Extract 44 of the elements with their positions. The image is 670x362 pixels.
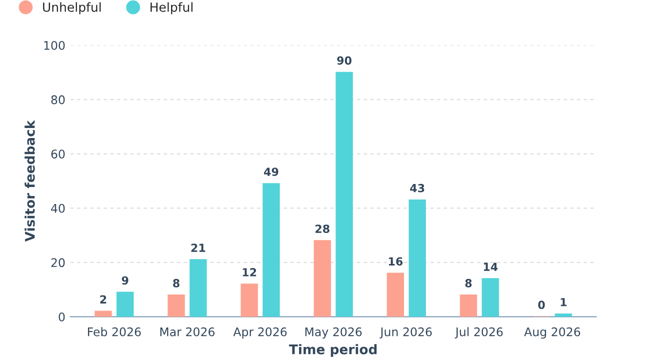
legend-label: Unhelpful — [43, 2, 101, 14]
y-tick-label: 40 — [51, 204, 65, 213]
bar — [554, 313, 572, 317]
data-label: 14 — [484, 262, 498, 271]
data-label: 8 — [465, 278, 472, 288]
bar — [336, 72, 353, 317]
bar — [190, 259, 207, 317]
bar — [460, 294, 478, 317]
x-tick-label: Jun 2026 — [380, 327, 432, 338]
data-label: 16 — [388, 257, 403, 266]
x-tick-label: Mar 2026 — [160, 327, 215, 336]
data-label: 12 — [242, 268, 256, 276]
y-tick-label: 80 — [51, 95, 65, 104]
data-label: 21 — [191, 244, 206, 252]
bar — [240, 284, 258, 317]
legend-label: Helpful — [150, 2, 192, 14]
bar — [408, 199, 426, 317]
bar — [94, 310, 112, 317]
x-axis-title: Time period — [289, 344, 377, 357]
x-tick-label: Feb 2026 — [88, 327, 141, 336]
bar — [168, 294, 185, 317]
y-tick-label: 20 — [51, 258, 65, 268]
x-tick-label: Aug 2026 — [524, 327, 580, 339]
y-tick-label: 100 — [44, 40, 65, 50]
data-label: 8 — [173, 278, 180, 288]
data-label: 43 — [410, 184, 424, 192]
data-label: 2 — [100, 295, 106, 304]
x-tick-label: Apr 2026 — [233, 327, 287, 339]
data-label: 28 — [316, 224, 330, 234]
data-label: 1 — [560, 298, 567, 306]
data-label: 90 — [337, 56, 352, 65]
data-label: 9 — [122, 276, 128, 285]
bar — [386, 272, 404, 317]
bar — [116, 292, 134, 317]
bar — [482, 278, 499, 317]
y-axis-title: Visitor feedback — [24, 120, 35, 242]
bar — [314, 240, 331, 317]
x-tick-label: May 2026 — [305, 327, 362, 339]
y-tick-label: 60 — [51, 150, 65, 159]
bar — [262, 183, 280, 317]
data-label: 0 — [538, 300, 545, 310]
data-label: 49 — [264, 168, 278, 176]
x-tick-label: Jul 2026 — [454, 327, 503, 338]
y-tick-label: 0 — [58, 312, 65, 322]
